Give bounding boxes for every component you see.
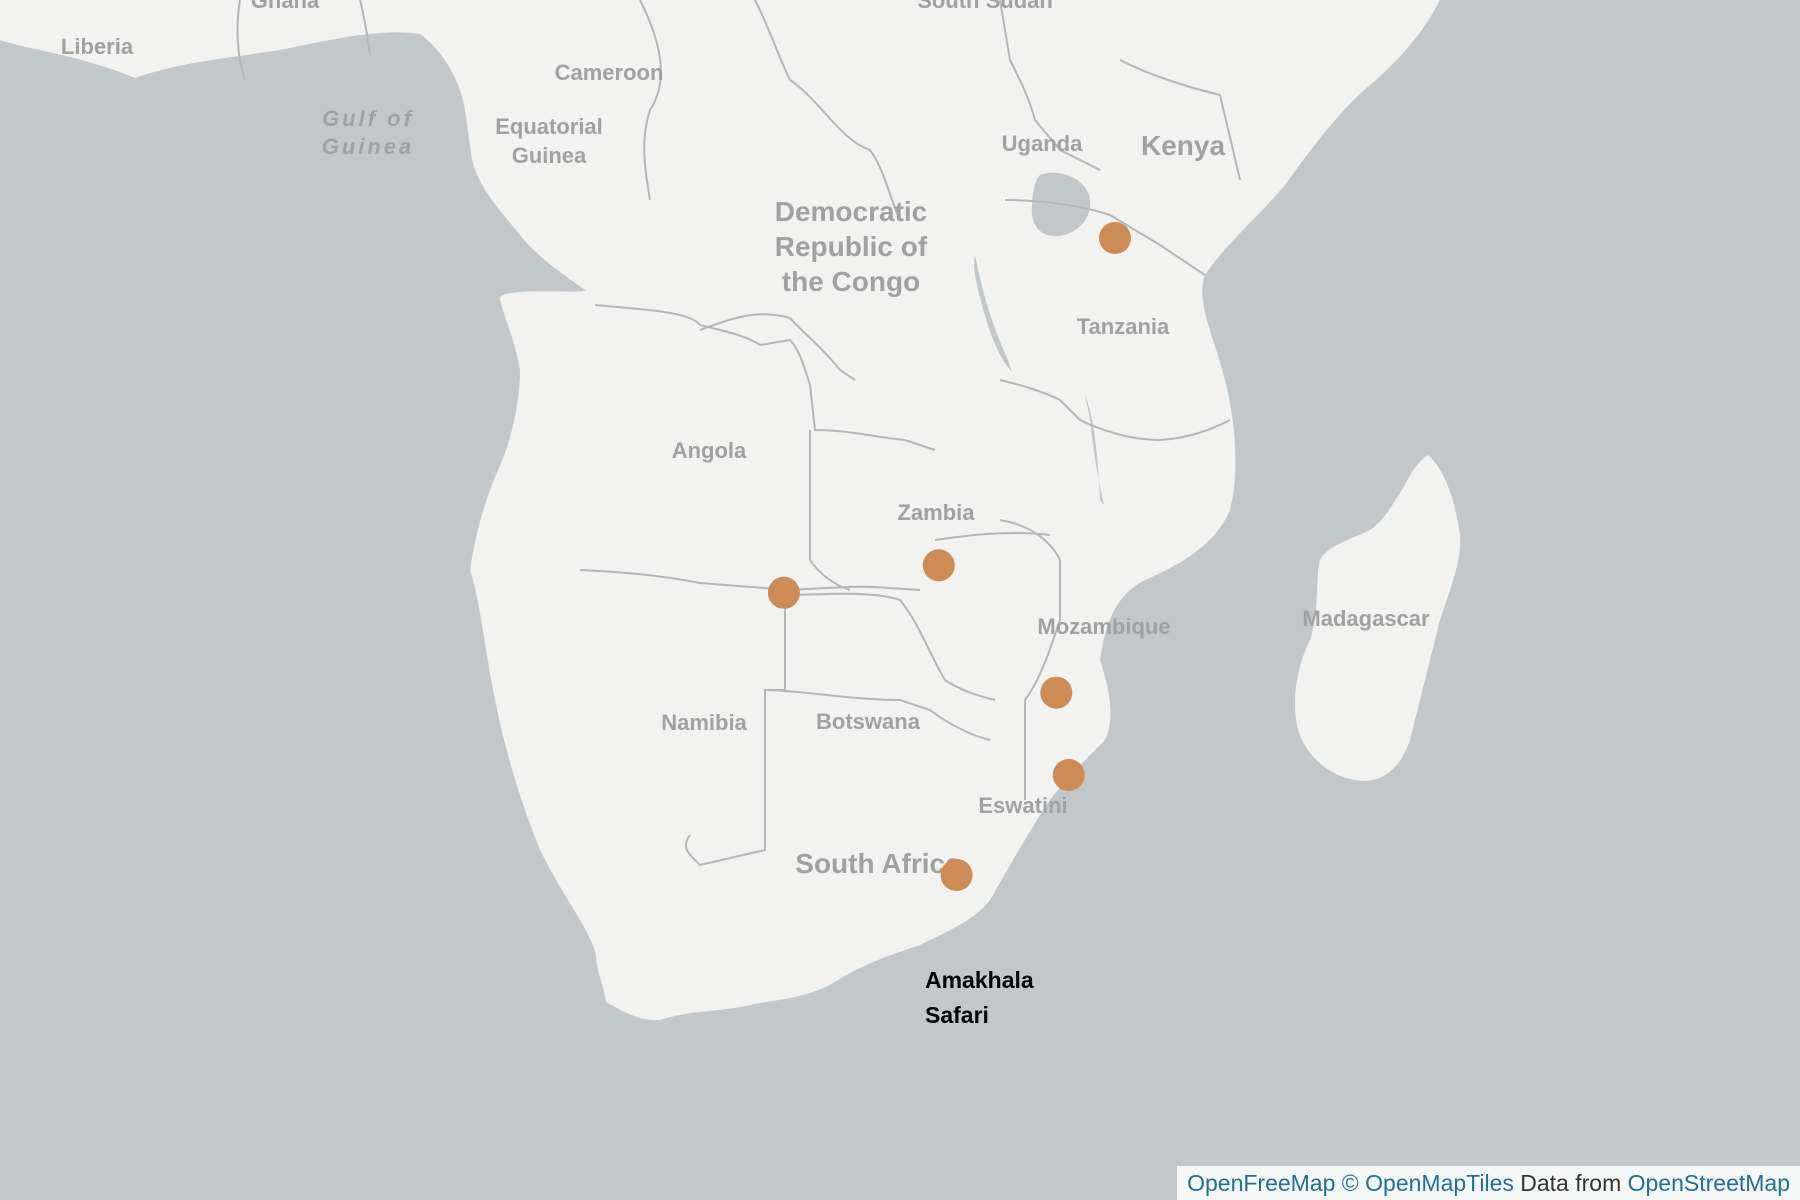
amakhala-marker[interactable] — [940, 859, 973, 891]
chobe-marker[interactable] — [922, 549, 955, 582]
label-drc-3: the Congo — [782, 266, 920, 297]
map-attribution: OpenFreeMap © OpenMapTiles Data from Ope… — [1177, 1166, 1800, 1200]
namibia-marker[interactable] — [767, 576, 800, 609]
openmaptiles-copyright[interactable]: © — [1341, 1170, 1359, 1196]
marker-label-line-2: Safari — [925, 1002, 989, 1028]
label-kenya: Kenya — [1141, 130, 1225, 161]
label-eq-guinea-2: Guinea — [512, 143, 587, 168]
label-madagascar: Madagascar — [1302, 606, 1430, 631]
country-labels: Liberia Ghana South Sudan Cameroon Gulf … — [61, 0, 1430, 879]
africa-land — [470, 0, 1440, 1021]
label-ghana: Ghana — [251, 0, 320, 13]
openmaptiles-link[interactable]: OpenMapTiles — [1365, 1170, 1514, 1196]
label-gulf-1: Gulf of — [322, 106, 414, 131]
label-eq-guinea-1: Equatorial — [495, 114, 603, 139]
label-eswatini: Eswatini — [978, 793, 1067, 818]
label-cameroon: Cameroon — [555, 60, 664, 85]
openfreemap-link[interactable]: OpenFreeMap — [1187, 1170, 1336, 1196]
label-tanzania: Tanzania — [1077, 314, 1170, 339]
label-south-sudan: South Sudan — [917, 0, 1053, 13]
lake-malawi — [1085, 395, 1104, 505]
label-liberia: Liberia — [61, 34, 134, 59]
label-drc-2: Republic of — [775, 231, 928, 262]
country-borders — [236, 0, 1241, 867]
marker-label-line-1: Amakhala — [925, 967, 1034, 993]
label-drc-1: Democratic — [775, 196, 928, 227]
label-gulf-2: Guinea — [322, 134, 415, 159]
label-angola: Angola — [672, 438, 747, 463]
kruger-marker[interactable] — [1040, 676, 1073, 709]
label-south-africa: South Africa — [795, 848, 961, 879]
data-from-text: Data from — [1520, 1170, 1622, 1196]
label-namibia: Namibia — [661, 710, 747, 735]
kwazulu-marker[interactable] — [1052, 759, 1085, 791]
madagascar-land — [1294, 455, 1461, 781]
west-africa-land — [0, 0, 585, 290]
openstreetmap-link[interactable]: OpenStreetMap — [1627, 1170, 1790, 1196]
label-botswana: Botswana — [816, 709, 921, 734]
label-uganda: Uganda — [1002, 131, 1083, 156]
label-mozambique: Mozambique — [1037, 614, 1170, 639]
label-zambia: Zambia — [897, 500, 975, 525]
tanzania-marker[interactable] — [1099, 222, 1131, 254]
markers-layer — [767, 222, 1131, 891]
